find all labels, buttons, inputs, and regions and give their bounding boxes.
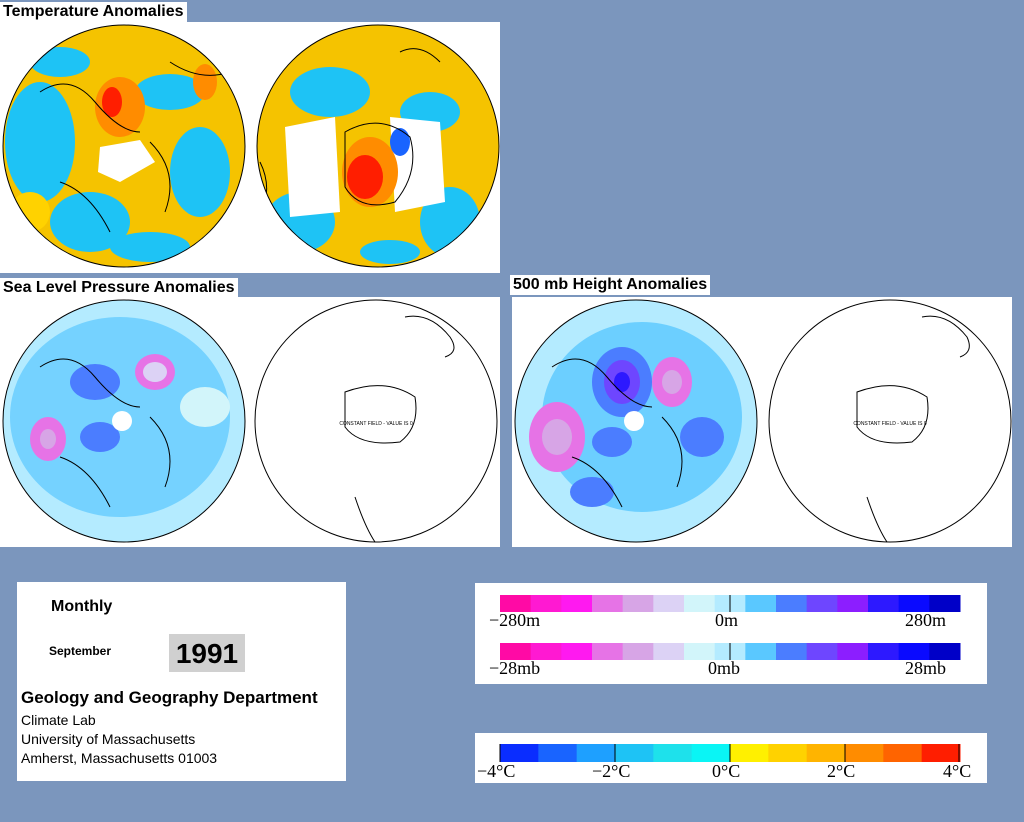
anomaly-color-bars <box>500 595 961 660</box>
height-swatch <box>500 595 532 612</box>
height-swatch <box>898 595 930 612</box>
year-label: 1991 <box>169 634 245 672</box>
northern-hemisphere-temperature-map <box>3 25 245 267</box>
height-swatch <box>653 595 685 612</box>
temperature-swatch <box>806 744 846 762</box>
temperature-swatch <box>845 744 884 762</box>
constant-field-annotation: CONSTANT FIELD - VALUE IS 0 <box>853 421 927 427</box>
anomaly-legend: −280m 0m 280m −28mb 0mb 28mb <box>475 583 987 684</box>
temperature-legend: −4°C −2°C 0°C 2°C 4°C <box>475 733 987 783</box>
department-label: Geology and Geography Department <box>21 688 318 707</box>
height-swatch <box>684 595 716 612</box>
height-swatch <box>929 595 961 612</box>
pressure-swatch <box>898 643 930 660</box>
temp-label-minus4: −4°C <box>477 761 516 781</box>
pressure-swatch <box>530 643 562 660</box>
pressure-swatch <box>929 643 961 660</box>
pressure-swatch <box>837 643 869 660</box>
height-swatch <box>622 595 654 612</box>
university-line: University of Massachusetts <box>21 731 196 747</box>
height-swatch <box>561 595 593 612</box>
pressure-swatch <box>776 643 808 660</box>
height-maps-panel: CONSTANT FIELD - VALUE IS 0 <box>512 297 1012 547</box>
pressure-swatch <box>622 643 654 660</box>
height-swatch <box>837 595 869 612</box>
constant-field-annotation: CONSTANT FIELD - VALUE IS 0 <box>339 421 413 427</box>
pressure-swatch <box>806 643 838 660</box>
temperature-swatch <box>576 744 616 762</box>
temperature-swatch <box>921 744 961 762</box>
southern-hemisphere-slp-map: CONSTANT FIELD - VALUE IS 0 <box>254 299 498 543</box>
temperature-color-bar <box>499 744 961 762</box>
height-swatch <box>868 595 900 612</box>
pressure-swatch <box>592 643 624 660</box>
temp-label-2: 2°C <box>827 761 856 781</box>
temperature-anomalies-title: Temperature Anomalies <box>0 2 187 22</box>
height-swatch <box>776 595 808 612</box>
slp-maps-panel: CONSTANT FIELD - VALUE IS 0 <box>0 297 500 547</box>
pressure-swatch <box>868 643 900 660</box>
temperature-maps-panel <box>0 22 500 273</box>
temp-label-minus2: −2°C <box>592 761 631 781</box>
sea-level-pressure-title: Sea Level Pressure Anomalies <box>0 278 238 298</box>
pressure-mid-label: 0mb <box>708 658 741 678</box>
northern-hemisphere-slp-map <box>3 300 245 542</box>
temperature-swatch <box>500 744 539 762</box>
northern-hemisphere-height-map <box>515 300 757 542</box>
pressure-swatch <box>745 643 777 660</box>
height-swatch <box>530 595 562 612</box>
temperature-maps <box>2 24 500 268</box>
temp-label-4: 4°C <box>943 761 972 781</box>
height-max-label: 280m <box>905 610 947 630</box>
height-mid-label: 0m <box>715 610 739 630</box>
height-swatch <box>745 595 777 612</box>
height-maps: CONSTANT FIELD - VALUE IS 0 <box>514 299 1012 543</box>
southern-hemisphere-temperature-map <box>257 25 499 267</box>
period-label: Monthly <box>51 598 113 615</box>
pressure-swatch <box>653 643 685 660</box>
month-label: September <box>49 644 112 658</box>
temperature-swatch <box>730 744 769 762</box>
slp-maps: CONSTANT FIELD - VALUE IS 0 <box>2 299 498 543</box>
southern-hemisphere-height-map: CONSTANT FIELD - VALUE IS 0 <box>768 299 1012 543</box>
temperature-swatch <box>615 744 654 762</box>
lab-line: Climate Lab <box>21 712 96 728</box>
height-swatch <box>592 595 624 612</box>
pressure-max-label: 28mb <box>905 658 947 678</box>
pressure-min-label: −28mb <box>489 658 541 678</box>
temp-label-0: 0°C <box>712 761 741 781</box>
pressure-swatch <box>561 643 593 660</box>
height-min-label: −280m <box>489 610 541 630</box>
temperature-swatch <box>653 744 693 762</box>
pressure-swatch <box>500 643 532 660</box>
address-line: Amherst, Massachusetts 01003 <box>21 750 218 766</box>
height-anomalies-title: 500 mb Height Anomalies <box>510 275 711 295</box>
temperature-swatch <box>538 744 578 762</box>
info-box: Monthly September 1991 Geology and Geogr… <box>17 582 346 781</box>
height-swatch <box>806 595 838 612</box>
temperature-swatch <box>768 744 808 762</box>
temperature-swatch <box>883 744 923 762</box>
pressure-swatch <box>684 643 716 660</box>
temperature-swatch <box>691 744 731 762</box>
